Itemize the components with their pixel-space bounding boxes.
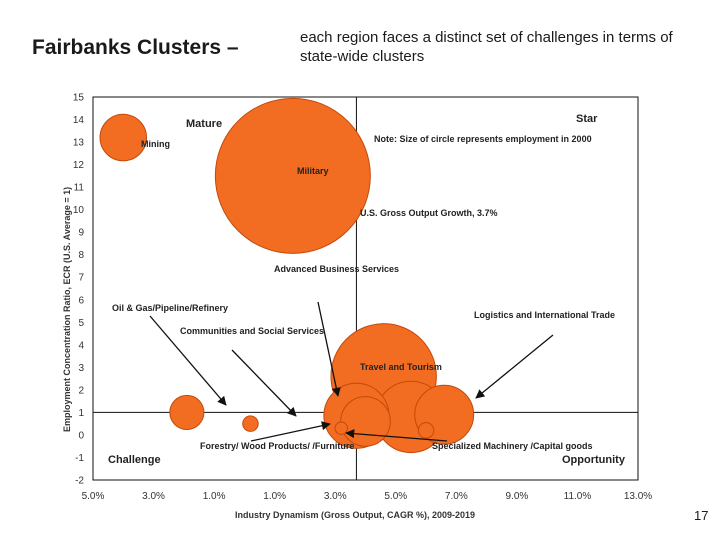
x-tick-label: 13.0% xyxy=(624,491,652,502)
x-tick-label: 1.0% xyxy=(263,491,286,502)
y-tick-label: 11 xyxy=(74,183,85,194)
x-tick-label: 11.0% xyxy=(564,491,592,502)
y-tick-label: 14 xyxy=(73,115,85,126)
label-advanced-business: Advanced Business Services xyxy=(274,264,399,274)
y-tick-label: 9 xyxy=(78,228,84,239)
x-tick-label: 5.0% xyxy=(384,491,407,502)
quadrant-opportunity: Opportunity xyxy=(562,454,626,466)
reference-line-label: U.S. Gross Output Growth, 3.7% xyxy=(360,208,498,218)
label-logistics: Logistics and International Trade xyxy=(474,310,615,320)
y-tick-label: 15 xyxy=(73,93,85,104)
y-tick-label: 13 xyxy=(73,138,85,149)
y-tick-label: 8 xyxy=(78,250,84,261)
x-tick-label: 1.0% xyxy=(203,491,226,502)
y-tick-label: 6 xyxy=(78,295,84,306)
size-note-text: Note: Size of circle represents employme… xyxy=(374,134,592,144)
arrow-oil-gas xyxy=(149,315,227,406)
x-tick-label: 9.0% xyxy=(505,491,528,502)
y-tick-label: -1 xyxy=(75,453,84,464)
y-tick-label: 0 xyxy=(78,430,84,441)
label-military: Military xyxy=(297,166,329,176)
bubble-specialized-machinery-small xyxy=(417,422,435,439)
y-tick-label: -2 xyxy=(75,476,84,487)
label-travel-tourism: Travel and Tourism xyxy=(360,362,442,372)
bubble-communities-and-social-services xyxy=(340,396,391,447)
y-tick-label: 3 xyxy=(78,363,84,374)
x-tick-label: 5.0% xyxy=(82,491,105,502)
label-communities: Communities and Social Services xyxy=(180,326,324,336)
bubbles xyxy=(99,97,475,454)
y-tick-label: 2 xyxy=(78,385,84,396)
quadrant-star: Star xyxy=(576,113,598,125)
page-number: 17 xyxy=(694,508,709,523)
bubble-forestry-wood-small xyxy=(334,421,348,435)
arrow-communities xyxy=(231,349,297,417)
slide-title: Fairbanks Clusters – xyxy=(32,36,239,59)
bubble-oil-gas-pipeline-refinery xyxy=(169,394,205,430)
y-tick-label: 10 xyxy=(73,205,85,216)
x-tick-label: 3.0% xyxy=(324,491,347,502)
x-tick-labels: 5.0% 3.0% 1.0% 1.0% 3.0% 5.0% 7.0% 9.0% 11.0% 13.… xyxy=(82,491,653,502)
arrow-logistics xyxy=(475,334,554,399)
bubble-military xyxy=(214,97,371,254)
x-axis-label: Industry Dynamism (Gross Output, CAGR %)… xyxy=(235,510,475,520)
arrow-forestry xyxy=(250,421,331,442)
bubble-forestry-wood-products-furniture xyxy=(242,415,259,432)
arrow-specialized-machinery xyxy=(345,429,448,442)
label-mining: Mining xyxy=(141,139,170,149)
size-note: Note: Size of circle represents employme… xyxy=(374,134,592,144)
y-tick-label: 12 xyxy=(73,160,85,171)
bubble-mining xyxy=(99,113,148,162)
x-tick-label: 7.0% xyxy=(445,491,468,502)
label-oil-gas: Oil & Gas/Pipeline/Refinery xyxy=(112,303,228,313)
y-tick-label: 4 xyxy=(78,340,84,351)
y-tick-label: 1 xyxy=(78,408,84,419)
quadrant-challenge: Challenge xyxy=(108,454,161,466)
y-axis-label: Employment Concentration Ratio, ECR (U.S… xyxy=(62,187,72,432)
arrow-advanced-business xyxy=(317,301,341,397)
x-tick-label: 3.0% xyxy=(142,491,165,502)
label-forestry: Forestry/ Wood Products/ /Furniture xyxy=(200,441,354,451)
quadrant-mature: Mature xyxy=(186,118,222,130)
label-specialized-machinery: Specialized Machinery /Capital goods xyxy=(432,441,593,451)
y-tick-label: 7 xyxy=(78,273,84,284)
y-tick-label: 5 xyxy=(78,318,84,329)
plot-frame xyxy=(92,96,639,481)
slide-subtitle: each region faces a distinct set of chal… xyxy=(300,29,673,65)
annotation-arrows xyxy=(149,301,554,442)
